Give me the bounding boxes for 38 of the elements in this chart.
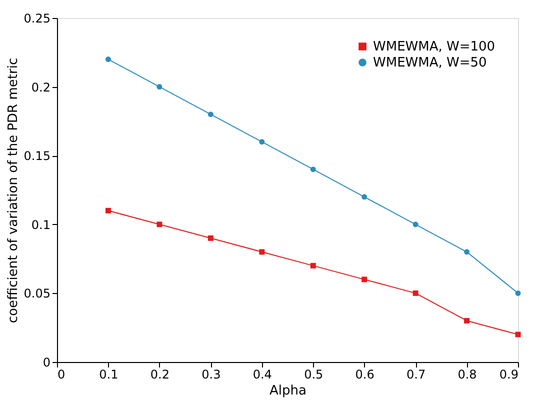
x-axis-title: Alpha: [270, 384, 306, 398]
point: [464, 249, 470, 255]
y-tick-label: 0.25: [24, 12, 50, 26]
y-axis-title: coefficient of variation of the PDR metric: [6, 58, 21, 324]
legend-label: WMEWMA, W=50: [373, 56, 487, 70]
point: [208, 235, 214, 241]
point: [464, 318, 470, 324]
x-tick-label: 0: [58, 368, 66, 382]
point: [259, 139, 265, 145]
x-tick-label: 0.7: [406, 368, 426, 382]
y-tick-label: 0.2: [31, 80, 50, 94]
point: [515, 332, 521, 338]
y-tick-label: 0.15: [24, 149, 50, 164]
point: [412, 222, 418, 228]
x-tick-label: 0.5: [304, 368, 324, 382]
y-tick-label: 0.1: [31, 218, 50, 232]
x-tick-label: 0.8: [458, 368, 477, 382]
x-tick-label: 0.9: [499, 368, 518, 382]
point: [105, 208, 111, 214]
point: [515, 290, 521, 296]
x-tick-label: 0.4: [252, 368, 272, 382]
point: [362, 194, 368, 200]
point: [412, 290, 418, 296]
x-tick-label: 0.2: [150, 368, 170, 382]
x-tick-label: 0.3: [202, 368, 221, 382]
point: [208, 112, 214, 118]
point: [310, 262, 316, 268]
point: [310, 166, 316, 172]
point: [156, 84, 162, 90]
x-tick-label: 0.1: [99, 368, 118, 382]
x-tick-label: 0.6: [355, 368, 374, 382]
y-tick-label: 0.05: [24, 286, 50, 301]
point: [362, 276, 368, 282]
point: [105, 56, 111, 62]
legend-label: WMEWMA, W=100: [373, 40, 496, 54]
y-tick-label: 0: [42, 356, 50, 370]
point: [259, 249, 265, 255]
point: [156, 222, 162, 228]
